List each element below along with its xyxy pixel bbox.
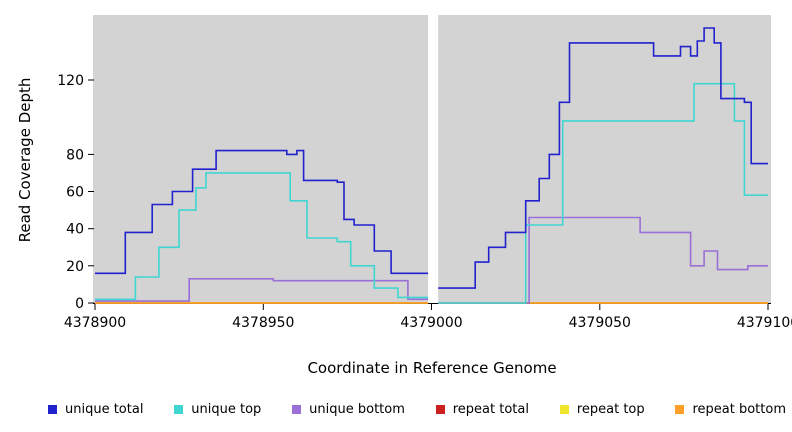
legend-item-repeat-top: repeat top	[559, 401, 645, 417]
legend-item-unique-total: unique total	[48, 402, 143, 417]
legend-swatch-icon	[174, 404, 184, 414]
series-line-unique-total	[438, 27, 768, 289]
legend-label: unique total	[65, 401, 144, 417]
legend-label: unique bottom	[309, 401, 405, 417]
legend-label: repeat bottom	[692, 401, 786, 417]
legend-label: repeat total	[452, 401, 529, 417]
series-line-unique-total	[95, 149, 429, 275]
plot-background-left	[93, 15, 429, 303]
series-line-unique-top	[438, 82, 768, 304]
y-tick-label: 20	[66, 259, 84, 275]
legend-item-repeat-total: repeat total	[435, 401, 529, 417]
y-tick-label: 80	[66, 147, 84, 163]
legend-swatch-icon	[559, 404, 569, 414]
x-tick-label: 4378900	[64, 315, 126, 331]
y-tick-label: 60	[66, 185, 84, 201]
legend: unique total unique top unique bottom repea…	[48, 400, 786, 418]
series-line-unique-top	[95, 172, 429, 301]
legend-item-unique-top: unique top	[174, 402, 261, 417]
x-tick-label: 4378950	[232, 315, 294, 331]
y-axis-title: Read Coverage Depth	[16, 77, 34, 243]
legend-label: unique top	[191, 401, 262, 417]
series-line-unique-bottom	[438, 216, 768, 304]
y-tick-label: 0	[75, 296, 84, 312]
legend-item-repeat-bottom: repeat bottom	[675, 402, 786, 417]
legend-swatch-icon	[48, 404, 57, 414]
legend-item-unique-bottom: unique bottom	[292, 402, 405, 417]
series-line-unique-bottom	[95, 278, 429, 302]
y-tick-label: 120	[57, 73, 84, 89]
x-tick-label: 4379050	[569, 315, 631, 331]
legend-label: repeat top	[576, 401, 645, 417]
x-axis-title: Coordinate in Reference Genome	[307, 359, 557, 377]
legend-swatch-icon	[675, 404, 685, 414]
plot-background-right	[438, 15, 771, 303]
legend-swatch-icon	[435, 404, 445, 414]
x-tick-label: 4379000	[400, 315, 462, 331]
legend-swatch-icon	[292, 404, 302, 414]
y-tick-label: 40	[66, 222, 84, 238]
